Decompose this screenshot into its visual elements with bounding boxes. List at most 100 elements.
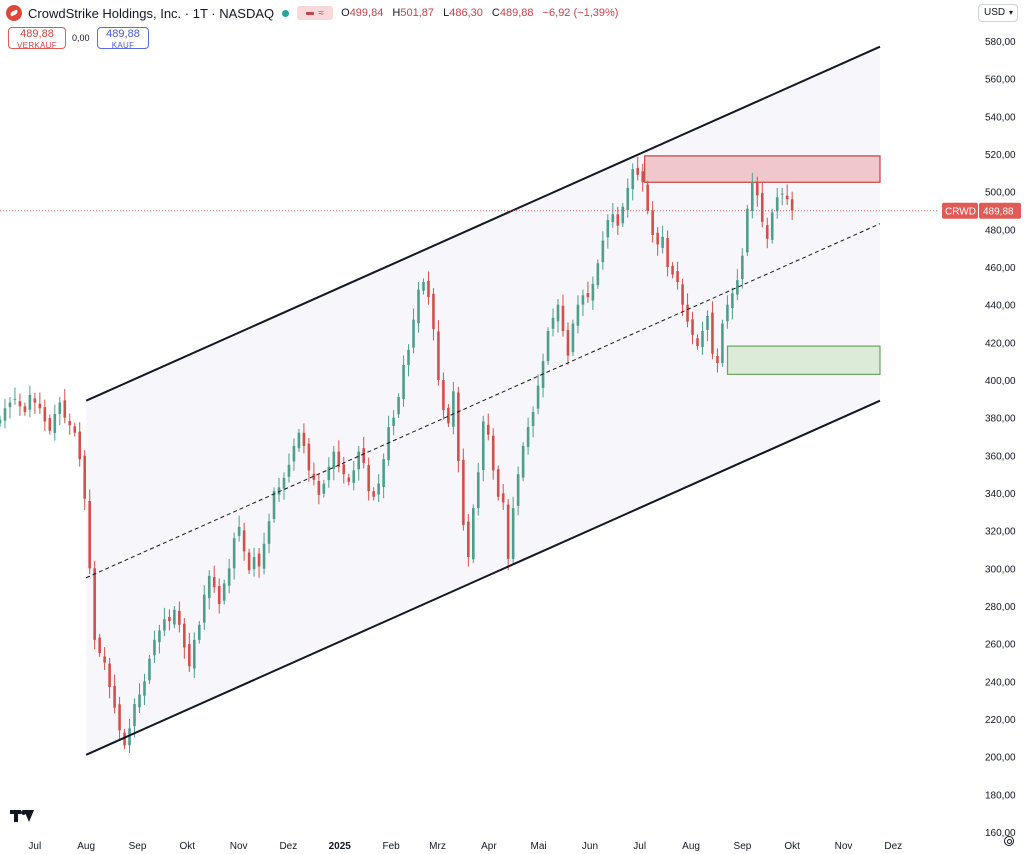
candle-body: [731, 293, 734, 309]
candle-body: [407, 349, 410, 365]
candle-body: [133, 703, 136, 727]
candle-body: [337, 451, 341, 467]
candle-body: [676, 271, 679, 283]
sell-button[interactable]: 489,88 VERKAUF: [8, 27, 66, 50]
candle-body: [123, 732, 126, 746]
channel-mid-line: [85, 223, 881, 579]
candle-body: [711, 312, 714, 354]
candle-body: [591, 283, 595, 301]
settings-gear-icon[interactable]: [1004, 836, 1014, 846]
channel-upper-line: [85, 45, 881, 402]
chevron-down-icon: ▾: [1008, 8, 1013, 17]
x-tick-label: Mai: [531, 841, 547, 852]
y-tick-label: 420,00: [985, 338, 1016, 349]
candle-body: [491, 435, 495, 471]
indicator-toggle-button[interactable]: ≈: [297, 6, 334, 20]
candle-body: [93, 568, 96, 640]
y-tick-label: 180,00: [985, 790, 1016, 801]
candle-body: [586, 292, 590, 298]
candle-body: [302, 432, 306, 446]
tradingview-logo-icon[interactable]: [10, 808, 36, 824]
candle-body: [88, 500, 91, 569]
candle-body: [53, 413, 57, 434]
candle-body: [481, 421, 485, 471]
y-tick-label: 400,00: [985, 376, 1016, 387]
candle-body: [128, 728, 131, 746]
candle-body: [138, 694, 141, 708]
chart-legend: CrowdStrike Holdings, Inc. · 1T · NASDAQ…: [6, 4, 624, 22]
sell-label: VERKAUF: [17, 41, 57, 50]
candle-body: [307, 443, 311, 471]
candle-body: [18, 401, 22, 407]
candle-body: [173, 609, 176, 625]
candle-body: [43, 407, 47, 422]
candle-body: [651, 210, 654, 235]
candle-body: [272, 491, 276, 519]
candle-body: [332, 451, 336, 469]
y-tick-label: 480,00: [985, 225, 1016, 236]
x-tick-label: Dez: [279, 841, 297, 852]
high-value: 501,87: [400, 7, 435, 19]
candle-body: [242, 530, 246, 552]
candle-body: [696, 338, 699, 347]
y-tick-label: 340,00: [985, 489, 1016, 500]
candle-body: [113, 685, 116, 708]
symbol-badge-label: CRWD: [945, 207, 976, 218]
candle-body: [686, 304, 689, 322]
candle-body: [402, 364, 405, 400]
candle-body: [566, 329, 570, 356]
candle-body: [277, 487, 281, 495]
candle-body: [736, 280, 739, 295]
candle-body: [292, 445, 296, 462]
candle-body: [701, 331, 704, 348]
candle-body: [496, 469, 500, 497]
x-tick-label: Nov: [835, 841, 853, 852]
candle-body: [58, 402, 62, 414]
candle-body: [98, 637, 101, 654]
buy-button[interactable]: 489,88 KAUF: [97, 27, 149, 50]
y-tick-label: 440,00: [985, 301, 1016, 312]
candle-body: [352, 470, 356, 483]
candle-body: [412, 319, 415, 348]
candle-body: [103, 656, 106, 663]
candle-body: [616, 214, 620, 226]
candle-body: [501, 493, 505, 503]
candle-body: [536, 385, 540, 409]
currency-selector[interactable]: USD ▾: [978, 4, 1018, 22]
x-tick-label: Jul: [633, 841, 646, 852]
candle-body: [457, 392, 460, 461]
candle-body: [262, 543, 266, 569]
candle-body: [317, 480, 321, 495]
x-tick-label: Dez: [884, 841, 902, 852]
candle-body: [656, 232, 659, 245]
candle-body: [143, 681, 146, 696]
candle-body: [541, 361, 545, 388]
candle-body: [73, 426, 77, 433]
candle-body: [706, 315, 709, 330]
candle-body: [287, 464, 291, 477]
resistance-zone: [644, 155, 881, 183]
candle-body: [472, 508, 475, 560]
candle-body: [516, 474, 520, 506]
candle-body: [442, 380, 445, 411]
candle-body: [596, 263, 600, 286]
candle-body: [372, 491, 375, 497]
candle-body: [601, 240, 605, 263]
candle-body: [646, 184, 649, 211]
candle-body: [327, 466, 331, 481]
y-tick-label: 280,00: [985, 602, 1016, 613]
candle-body: [641, 171, 644, 183]
candle-body: [626, 187, 630, 211]
candle-body: [486, 424, 490, 435]
candle-body: [661, 236, 664, 248]
x-tick-label: Sep: [734, 841, 752, 852]
candle-body: [163, 619, 166, 631]
candle-body: [571, 323, 575, 353]
symbol-title[interactable]: CrowdStrike Holdings, Inc. · 1T · NASDAQ: [28, 5, 275, 21]
candle-body: [447, 407, 450, 424]
candle-body: [377, 483, 380, 495]
candle-body: [183, 623, 186, 648]
y-tick-label: 500,00: [985, 188, 1016, 199]
x-tick-label: Nov: [230, 841, 248, 852]
